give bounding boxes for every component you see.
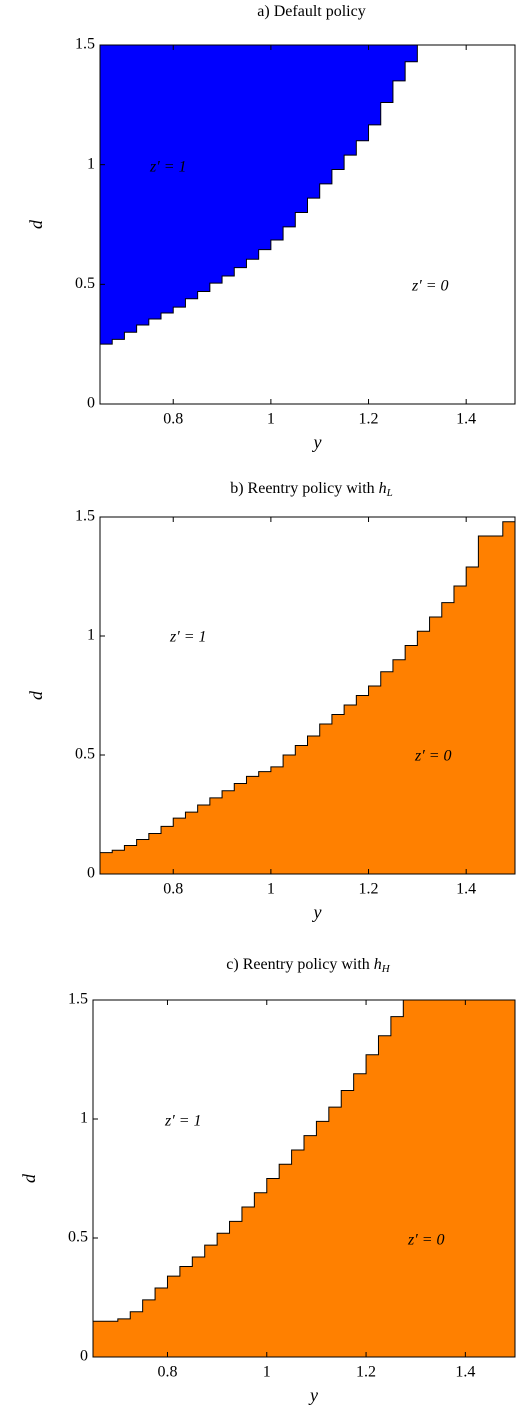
subplot: 0.8 1 1.2 1.4 0 0.5 1 1.5 y d b) Reentry policy wi… [26, 480, 516, 922]
y-tick-label: 0 [80, 1348, 88, 1365]
x-axis-label: y [312, 902, 322, 922]
title-subscript: L [386, 487, 393, 499]
title-text: b) Reentry policy with [230, 480, 374, 497]
x-tick-label: 1.2 [359, 411, 379, 428]
annotation: z′ = 0 [414, 748, 452, 765]
subplot: 0.8 1 1.2 1.4 0 0.5 1 1.5 y d c) Reentry policy wi… [19, 956, 516, 1405]
plot-frame [99, 44, 516, 405]
x-tick-label: 1 [267, 881, 275, 898]
y-tick-label: 1 [87, 155, 95, 172]
region [93, 1000, 515, 1357]
subplot: 0.8 1 1.2 1.4 0 0.5 1 1.5 y d a) Default policy z′ … [26, 3, 516, 452]
x-tick-label: 1.2 [356, 1364, 376, 1381]
title-subscript: H [381, 963, 391, 975]
x-tick-label: 1.4 [455, 1364, 475, 1381]
x-tick-label: 1.4 [456, 411, 476, 428]
title-text: c) Reentry policy with [226, 956, 370, 973]
x-tick-label: 0.8 [163, 881, 183, 898]
y-tick-label: 0.5 [75, 275, 95, 292]
y-tick-label: 0.5 [68, 1229, 88, 1246]
title-text: a) Default policy [257, 3, 365, 20]
plot-frame [92, 999, 516, 1358]
x-tick-label: 1 [267, 411, 275, 428]
annotation: z′ = 1 [169, 629, 207, 646]
y-tick-label: 0 [87, 865, 95, 882]
x-axis-label: y [308, 1385, 318, 1405]
title-symbol: h [379, 480, 387, 497]
title-symbol: h [374, 956, 382, 973]
y-tick-label: 1.5 [68, 991, 88, 1008]
region [100, 45, 515, 345]
chart-title: b) Reentry policy with hL [230, 480, 393, 499]
x-tick-label: 0.8 [157, 1364, 177, 1381]
boundary-line [100, 44, 515, 345]
y-tick-label: 1 [80, 1110, 88, 1127]
x-tick-label: 1 [263, 1364, 271, 1381]
y-tick-label: 1.5 [75, 508, 95, 525]
y-tick-label: 1 [87, 627, 95, 644]
x-axis-label: y [312, 432, 322, 452]
boundary-line [93, 999, 515, 1322]
boundary-line [100, 521, 515, 854]
x-tick-label: 1.2 [359, 881, 379, 898]
y-axis-label: d [19, 1173, 39, 1183]
region [100, 521, 515, 874]
y-axis-label: d [26, 219, 46, 229]
y-tick-label: 1.5 [75, 36, 95, 53]
chart-title: a) Default policy [257, 3, 365, 20]
annotation: z′ = 1 [149, 159, 187, 176]
x-tick-label: 1.4 [456, 881, 476, 898]
annotation: z′ = 0 [407, 1232, 445, 1249]
y-tick-label: 0.5 [75, 746, 95, 763]
annotation: z′ = 1 [164, 1113, 202, 1130]
chart-title: c) Reentry policy with hH [226, 956, 391, 975]
plot-frame [99, 516, 516, 875]
annotation: z′ = 0 [411, 278, 449, 295]
y-tick-label: 0 [87, 395, 95, 412]
y-axis-label: d [26, 690, 46, 700]
x-tick-label: 0.8 [163, 411, 183, 428]
